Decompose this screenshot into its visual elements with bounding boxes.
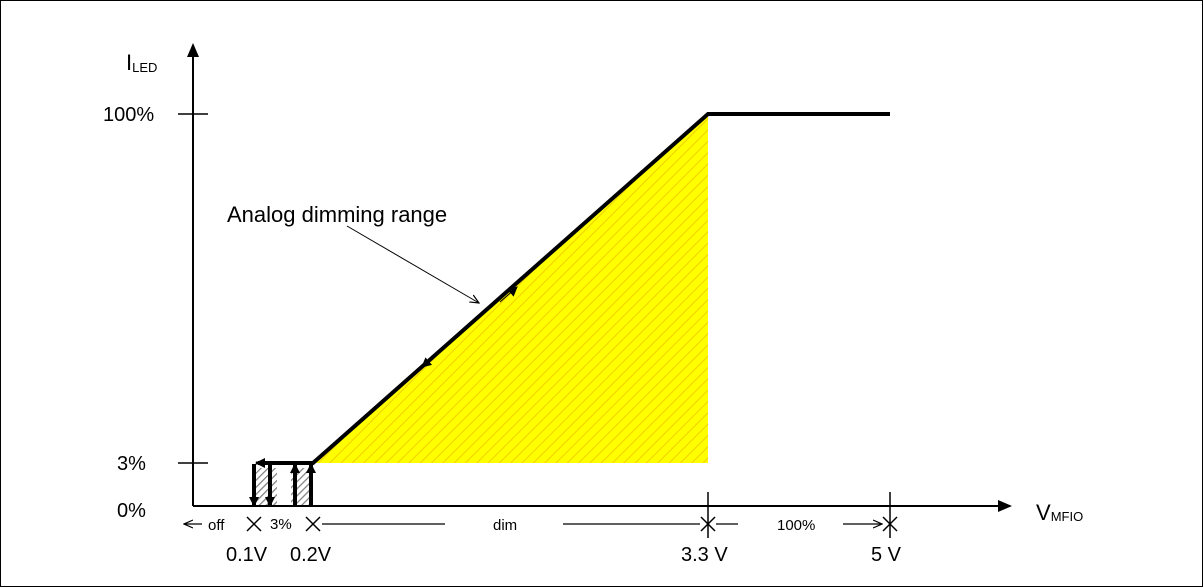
region-label-off: off: [208, 517, 225, 534]
y-axis-label: ILED: [126, 50, 157, 75]
x-tick-label-5: 5 V: [871, 544, 902, 566]
curve-arrow-up: [499, 286, 518, 303]
region-label-100: 100%: [777, 517, 815, 534]
x-tick-label-02: 0.2V: [290, 544, 332, 566]
y-tick-label-0: 0%: [117, 500, 146, 522]
curve-arrow-down: [421, 352, 439, 368]
x-marker-5: [882, 492, 898, 538]
x-marker-01: [246, 516, 262, 532]
annotation-leader: [346, 225, 479, 303]
hysteresis-bar-left: [255, 468, 277, 506]
y-tick-label-100: 100%: [103, 104, 154, 126]
annotation-label: Analog dimming range: [227, 202, 447, 227]
x-tick-label-01: 0.1V: [226, 544, 268, 566]
y-tick-label-3: 3%: [117, 453, 146, 475]
x-axis-label: VMFIO: [1036, 500, 1083, 525]
x-marker-02: [305, 516, 321, 532]
region-label-dim: dim: [493, 517, 517, 534]
region-label-3pct: 3%: [270, 516, 292, 533]
x-marker-33: [700, 492, 716, 538]
x-tick-label-33: 3.3 V: [681, 544, 728, 566]
